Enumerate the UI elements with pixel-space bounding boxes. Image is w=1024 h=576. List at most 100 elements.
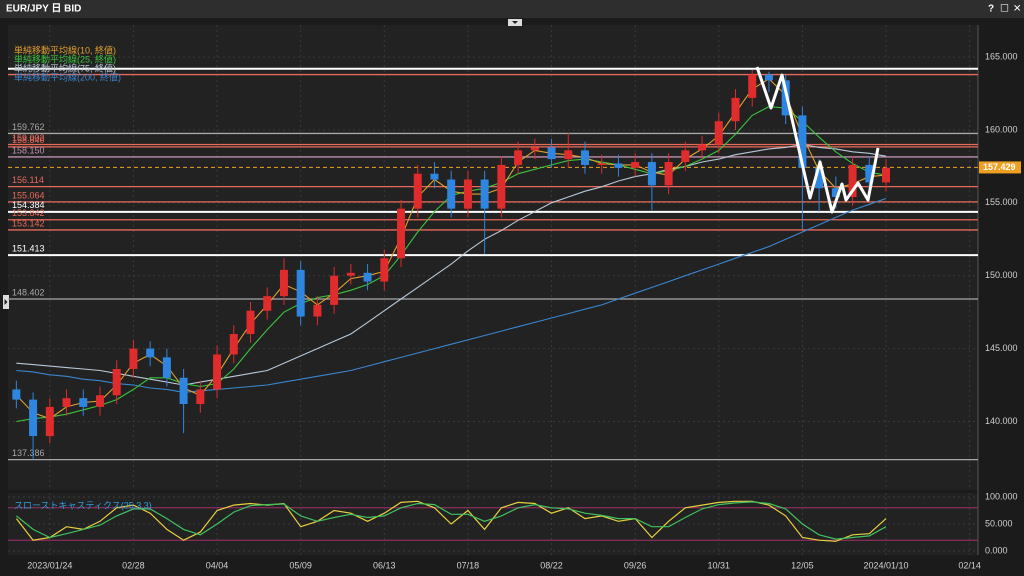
- level-label: 153.142: [12, 218, 45, 228]
- candle-body: [463, 179, 472, 209]
- candle-body: [263, 296, 272, 311]
- legend-entry: 単純移動平均線(200, 終値): [14, 71, 121, 82]
- candle-body: [798, 115, 807, 168]
- candle-body: [229, 334, 238, 355]
- x-tick-label: 2024/01/10: [863, 560, 908, 570]
- level-label: 159.762: [12, 122, 45, 132]
- candle-body: [397, 208, 406, 259]
- candle-body: [731, 97, 740, 122]
- candle-body: [647, 162, 656, 186]
- candle-body: [413, 173, 422, 209]
- drawn-zigzag: [755, 66, 880, 214]
- x-tick-label: 08/22: [540, 560, 563, 570]
- candle-body: [330, 275, 339, 305]
- legend-entry: 単純移動平均線(75, 終値): [14, 62, 116, 73]
- candle-body: [363, 272, 372, 282]
- candle-body: [748, 74, 757, 98]
- candle-body: [714, 121, 723, 145]
- candle-body: [279, 269, 288, 297]
- y-tick-label: 165.000: [985, 51, 1018, 61]
- x-tick-label: 12/05: [791, 560, 814, 570]
- candle-body: [95, 395, 104, 407]
- candle-body: [580, 150, 589, 165]
- candle-body: [313, 304, 322, 317]
- help-button[interactable]: ?: [988, 4, 994, 15]
- x-tick-label: 07/18: [457, 560, 480, 570]
- candle-body: [346, 272, 355, 276]
- candle-body: [815, 167, 824, 189]
- x-tick-label: 04/04: [206, 560, 229, 570]
- candle-body: [497, 164, 506, 209]
- y-tick-label: 100.000: [985, 491, 1018, 501]
- level-label: 158.150: [12, 145, 45, 155]
- legend-entry: 単純移動平均線(10, 終値): [14, 44, 116, 55]
- level-label: 159.002: [12, 133, 45, 143]
- x-tick-label: 06/13: [373, 560, 396, 570]
- maximize-button[interactable]: ☐: [1000, 4, 1009, 15]
- y-tick-label: 0.000: [985, 545, 1008, 555]
- candle-body: [29, 399, 38, 437]
- candle-body: [162, 357, 171, 378]
- stoch-line: [15, 500, 887, 542]
- main-pane: [8, 25, 978, 490]
- candle-body: [380, 258, 389, 282]
- candle-body: [664, 162, 673, 186]
- candle-body: [530, 147, 539, 151]
- y-tick-label: 160.000: [985, 124, 1018, 134]
- side-arrow: [4, 299, 8, 305]
- level-label: 154.384: [12, 200, 45, 210]
- candle-body: [79, 398, 88, 407]
- candle-body: [112, 369, 121, 396]
- candle-body: [196, 389, 205, 404]
- collapse-arrow: [512, 21, 518, 24]
- y-tick-label: 150.000: [985, 270, 1018, 280]
- candle-body: [480, 179, 489, 209]
- x-tick-label: 05/09: [289, 560, 312, 570]
- x-tick-label: 2023/01/24: [27, 560, 72, 570]
- level-label: 158.840: [12, 135, 45, 145]
- candle-body: [681, 150, 690, 163]
- level-label: 151.413: [12, 243, 45, 253]
- y-tick-label: 140.000: [985, 416, 1018, 426]
- candle-body: [179, 377, 188, 404]
- legend-entry: 単純移動平均線(25, 終値): [14, 53, 116, 64]
- title-bar: [0, 0, 1024, 18]
- candle-body: [246, 310, 255, 335]
- candle-body: [514, 150, 523, 165]
- moving-average: [16, 143, 887, 386]
- candle-body: [614, 163, 623, 168]
- last-price-tag: [979, 161, 1021, 174]
- level-label: 153.842: [12, 208, 45, 218]
- y-tick-label: 145.000: [985, 343, 1018, 353]
- zigzag-line: [755, 66, 880, 214]
- candle-body: [296, 269, 305, 317]
- candle-body: [62, 398, 71, 407]
- x-tick-label: 10/31: [708, 560, 731, 570]
- level-label: 137.386: [12, 448, 45, 458]
- y-tick-label: 155.000: [985, 197, 1018, 207]
- last-price-label: 157.429: [983, 162, 1016, 172]
- candle-body: [831, 188, 840, 198]
- level-label: 156.114: [12, 175, 44, 185]
- stoch-title: スローストキャスティクス(25,3,3): [14, 500, 152, 510]
- candle-body: [631, 162, 640, 168]
- x-tick-label: 02/14: [958, 560, 981, 570]
- candle-body: [564, 150, 573, 160]
- candle-body: [698, 144, 707, 151]
- level-label: 155.064: [12, 190, 45, 200]
- candle-body: [430, 173, 439, 180]
- candle-body: [129, 348, 138, 370]
- candle-body: [12, 389, 21, 400]
- candle-body: [882, 167, 891, 183]
- x-tick-label: 09/26: [624, 560, 647, 570]
- candle-body: [45, 406, 54, 437]
- candle-body: [848, 164, 857, 198]
- moving-average: [16, 197, 887, 393]
- y-tick-label: 50.000: [985, 518, 1013, 528]
- close-button[interactable]: ✕: [1013, 4, 1021, 15]
- stoch-line: [16, 501, 887, 540]
- candle-body: [865, 164, 874, 183]
- candle-body: [447, 179, 456, 209]
- candle-body: [146, 348, 155, 358]
